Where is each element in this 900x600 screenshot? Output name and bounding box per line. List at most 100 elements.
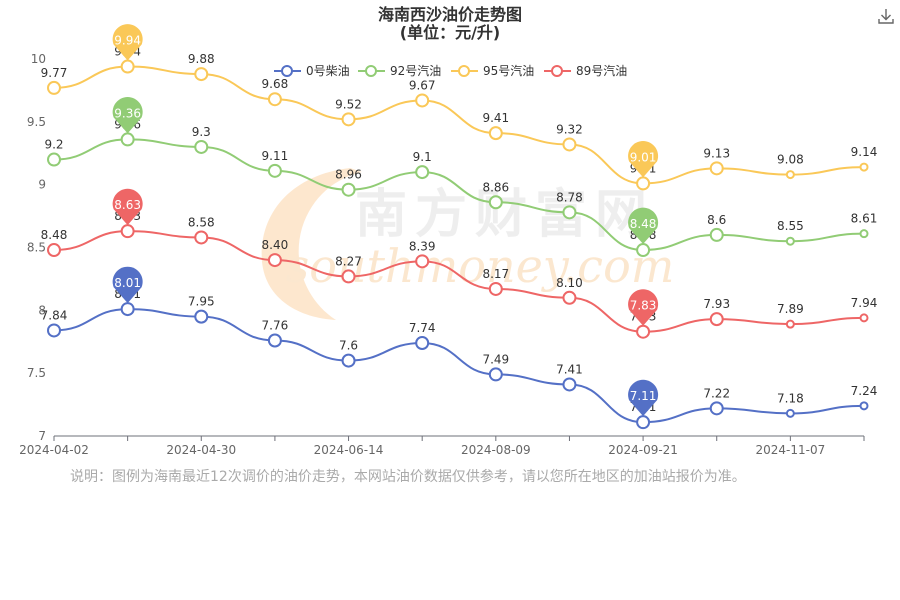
data-point[interactable] [562,377,577,392]
legend-item-gasoline-92[interactable]: 92号汽油 [358,63,441,78]
max-pin[interactable]: 9.36 [112,97,143,134]
data-point[interactable] [120,224,135,239]
legend-item-gasoline-95[interactable]: 95号汽油 [451,63,534,78]
data-label: 7.6 [339,339,358,353]
data-point[interactable] [859,162,869,172]
chart-subtitle: (单位：元/升) [400,23,500,42]
data-point[interactable] [47,243,61,258]
data-point[interactable] [859,313,869,323]
data-label: 9.08 [777,153,804,167]
data-point[interactable] [709,227,724,242]
data-point[interactable] [636,415,651,430]
data-point[interactable] [341,182,356,197]
data-point[interactable] [415,93,430,108]
data-label: 7.84 [41,308,68,322]
data-point[interactable] [194,309,209,324]
data-point[interactable] [709,312,724,327]
data-point[interactable] [488,195,503,210]
data-label: 7.24 [851,384,878,398]
data-point[interactable] [859,401,869,411]
data-label: 9.1 [413,150,432,164]
data-point[interactable] [785,319,795,329]
max-pin-shape [112,24,143,61]
max-pin[interactable]: 8.63 [112,188,143,226]
watermark-cn: 南方财富网 [355,184,655,245]
x-tick-label: 2024-09-21 [608,443,678,457]
data-point[interactable] [859,229,869,239]
data-point[interactable] [709,401,724,416]
legend-item-gasoline-89[interactable]: 89号汽油 [544,63,627,78]
min-pin-label: 7.83 [630,299,657,313]
data-point[interactable] [120,302,135,317]
max-pin-shape [112,97,143,134]
max-pin[interactable]: 8.01 [112,266,143,304]
data-label: 8.96 [335,168,362,182]
min-pin[interactable]: 8.48 [628,207,659,245]
legend-item-diesel-0[interactable]: 0号柴油 [274,64,350,78]
data-point[interactable] [415,254,430,269]
data-point[interactable] [194,230,209,245]
data-point[interactable] [488,367,503,382]
data-point[interactable] [562,290,577,305]
data-label: 7.22 [703,386,730,400]
data-point[interactable] [341,353,356,368]
data-point[interactable] [267,333,282,348]
data-point[interactable] [341,112,356,127]
data-point[interactable] [785,236,795,246]
data-point[interactable] [785,170,795,180]
data-point[interactable] [488,126,503,141]
x-axis: 2024-04-02 2024-04-30 2024-06-14 2024-08-09… [19,435,865,457]
data-point[interactable] [636,324,651,339]
y-axis: 7 7.5 8 8.5 9 9.5 10 [27,52,46,443]
data-label: 8.48 [41,228,68,242]
data-point[interactable] [47,323,61,338]
data-point[interactable] [194,139,209,154]
data-point[interactable] [120,59,135,74]
min-pin[interactable]: 9.01 [628,141,659,178]
data-point[interactable] [47,152,61,167]
min-pin[interactable]: 7.83 [628,289,659,326]
x-tick-label: 2024-11-07 [755,443,825,457]
data-label: 9.32 [556,122,583,136]
data-point[interactable] [194,67,209,82]
max-pin[interactable]: 9.94 [112,24,143,61]
data-point[interactable] [267,92,282,107]
data-point[interactable] [562,137,577,152]
data-point[interactable] [562,205,577,220]
data-point[interactable] [120,132,135,147]
data-point[interactable] [415,165,430,180]
y-tick-label: 7 [38,429,46,443]
data-label: 8.86 [482,180,509,194]
data-point[interactable] [267,253,282,268]
data-label: 9.68 [262,77,289,91]
data-point[interactable] [267,163,282,178]
x-tick-label: 2024-04-30 [166,443,236,457]
data-label: 8.39 [409,239,436,253]
data-point[interactable] [47,80,61,95]
data-label: 7.18 [777,391,804,405]
data-point[interactable] [488,281,503,296]
y-tick-label: 10 [31,52,46,66]
extremum-pins: 8.01 7.11 9.36 8.48 9.94 9.01 8.63 7.83 [112,24,659,417]
watermark: 南方财富网 southmoney.com [261,168,674,320]
data-point[interactable] [785,408,795,418]
max-pin-shape [112,188,143,226]
data-point[interactable] [636,243,651,258]
data-point[interactable] [415,336,430,351]
min-pin[interactable]: 7.11 [628,379,659,417]
data-label: 8.17 [482,267,509,281]
series-line [53,308,865,424]
data-label: 9.14 [851,145,878,159]
max-pin-label: 9.36 [114,106,141,120]
data-label: 9.77 [41,66,68,80]
data-point[interactable] [341,269,356,284]
data-point[interactable] [636,176,651,191]
data-label: 8.58 [188,215,215,229]
data-label: 7.76 [262,318,289,332]
download-icon[interactable] [877,7,895,25]
legend: 0号柴油 92号汽油 95号汽油 89号汽油 [274,63,627,78]
legend-label: 95号汽油 [483,63,534,78]
data-point[interactable] [709,161,724,176]
data-label: 9.52 [335,97,362,111]
